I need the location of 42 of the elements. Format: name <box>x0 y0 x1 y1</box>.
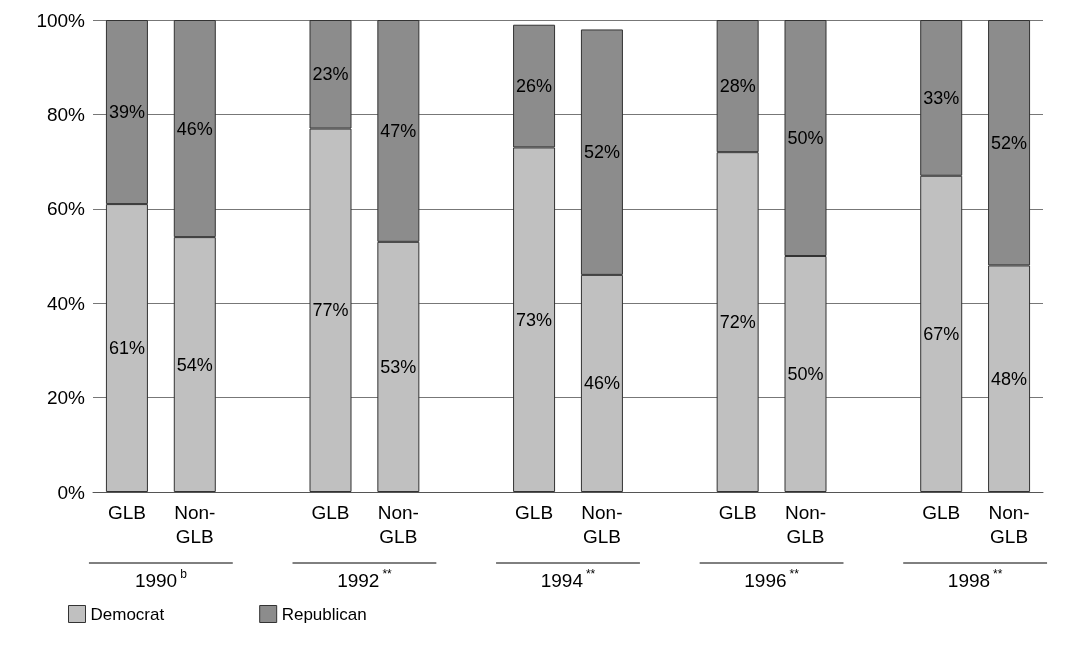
text: 1998** <box>947 567 1003 591</box>
data-label: 39% <box>108 102 145 123</box>
x-tick-label: GLB <box>515 501 554 523</box>
x-tick-label: GLB <box>718 501 757 523</box>
legend-label: Democrat <box>90 604 165 624</box>
data-label: 23% <box>312 64 349 85</box>
data-label: 33% <box>923 87 960 108</box>
data-label: 50% <box>787 128 824 148</box>
data-label: 26% <box>516 76 553 97</box>
x-tick-label: Non-GLB <box>784 501 827 547</box>
x-tick-label: GLB <box>311 501 350 523</box>
text: 1994** <box>540 567 596 591</box>
data-label: 28% <box>719 76 756 97</box>
x-tick-label: Non-GLB <box>988 501 1030 547</box>
x-tick-label: Non-GLB <box>377 501 419 547</box>
y-tick-label: 80% <box>46 103 86 125</box>
y-tick-label: 40% <box>46 292 86 314</box>
data-label: 48% <box>991 368 1028 389</box>
data-label: 53% <box>380 356 417 377</box>
data-label: 47% <box>380 120 417 141</box>
text: 1996** <box>744 567 800 591</box>
data-label: 50% <box>787 364 824 384</box>
data-label: 61% <box>108 338 145 359</box>
x-tick-label: Non-GLB <box>581 501 623 547</box>
legend-label: Republican <box>281 604 367 624</box>
y-tick-label: 100% <box>36 9 86 31</box>
x-tick-label: GLB <box>922 501 961 523</box>
data-label: 73% <box>516 309 553 330</box>
data-label: 52% <box>991 132 1028 153</box>
x-tick-label: Non-GLB <box>174 501 216 547</box>
y-tick-label: 60% <box>46 198 86 220</box>
text: 1992** <box>337 567 393 591</box>
y-tick-label: 0% <box>57 481 86 503</box>
data-label: 46% <box>176 118 213 139</box>
y-tick-label: 20% <box>46 387 86 409</box>
x-tick-label: GLB <box>107 501 146 523</box>
data-label: 67% <box>923 323 960 344</box>
data-label: 52% <box>583 142 620 163</box>
data-label: 72% <box>719 312 756 333</box>
data-label: 46% <box>583 373 620 394</box>
data-label: 77% <box>312 300 349 321</box>
data-label: 54% <box>176 354 213 375</box>
